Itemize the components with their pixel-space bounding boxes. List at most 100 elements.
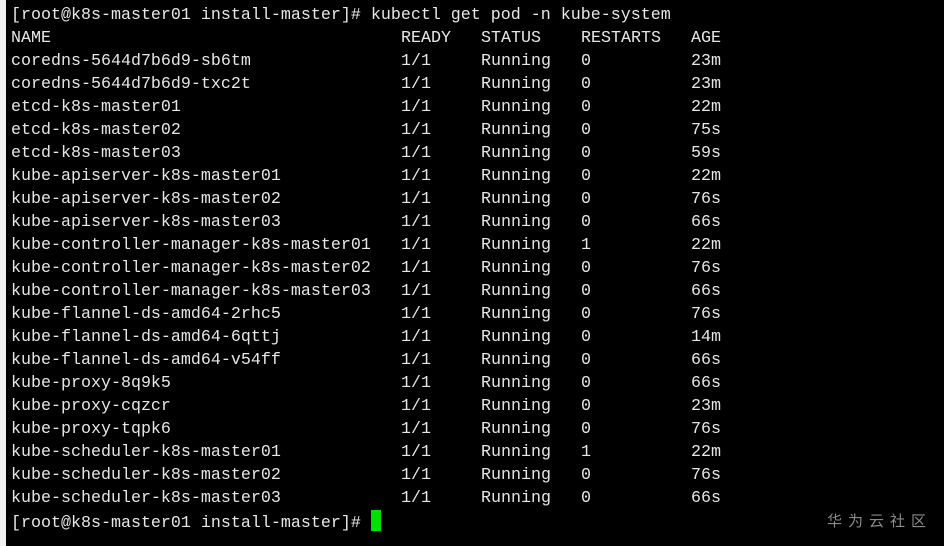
- ready-cell: 1/1: [401, 351, 431, 370]
- prompt-line[interactable]: [root@k8s-master01 install-master]#: [11, 510, 671, 533]
- window-edge: [0, 0, 6, 546]
- name-cell: etcd-k8s-master02: [11, 121, 181, 140]
- status-cell: Running: [481, 420, 551, 439]
- age-cell: AGE: [691, 29, 721, 48]
- restarts-cell: 0: [581, 144, 591, 163]
- restarts-cell: 0: [581, 52, 591, 71]
- ready-cell: 1/1: [401, 213, 431, 232]
- name-cell: kube-apiserver-k8s-master01: [11, 167, 281, 186]
- ready-cell: 1/1: [401, 75, 431, 94]
- restarts-cell: 0: [581, 121, 591, 140]
- restarts-cell: 0: [581, 259, 591, 278]
- table-header: NAME READY STATUS RESTARTS AGE: [11, 27, 721, 50]
- status-cell: Running: [481, 167, 551, 186]
- pod-row: coredns-5644d7b6d9-sb6tm 1/1 Running 0 23m: [11, 50, 721, 73]
- ready-cell: 1/1: [401, 420, 431, 439]
- pod-row: coredns-5644d7b6d9-txc2t 1/1 Running 0 23m: [11, 73, 721, 96]
- status-cell: Running: [481, 75, 551, 94]
- age-cell: 66s: [691, 489, 721, 508]
- ready-cell: 1/1: [401, 489, 431, 508]
- name-cell: kube-proxy-tqpk6: [11, 420, 171, 439]
- restarts-cell: 0: [581, 397, 591, 416]
- status-cell: Running: [481, 328, 551, 347]
- pod-row: kube-flannel-ds-amd64-v54ff 1/1 Running 0 66…: [11, 349, 721, 372]
- pod-row: kube-proxy-tqpk6 1/1 Running 0 76s: [11, 418, 721, 441]
- restarts-cell: 0: [581, 374, 591, 393]
- status-cell: Running: [481, 236, 551, 255]
- status-cell: Running: [481, 489, 551, 508]
- restarts-cell: 0: [581, 75, 591, 94]
- status-cell: Running: [481, 443, 551, 462]
- ready-cell: 1/1: [401, 167, 431, 186]
- prompt: [root@k8s-master01 install-master]#: [11, 514, 361, 533]
- pod-row: etcd-k8s-master01 1/1 Running 0 22m: [11, 96, 721, 119]
- age-cell: 66s: [691, 282, 721, 301]
- watermark: 华为云社区: [826, 512, 932, 530]
- restarts-cell: 0: [581, 466, 591, 485]
- age-cell: 59s: [691, 144, 721, 163]
- pod-row: kube-scheduler-k8s-master01 1/1 Running 1 22…: [11, 441, 721, 464]
- age-cell: 76s: [691, 259, 721, 278]
- pod-row: kube-flannel-ds-amd64-2rhc5 1/1 Running 0 76…: [11, 303, 721, 326]
- name-cell: kube-controller-manager-k8s-master01: [11, 236, 371, 255]
- name-cell: kube-scheduler-k8s-master02: [11, 466, 281, 485]
- status-cell: Running: [481, 397, 551, 416]
- restarts-cell: 0: [581, 305, 591, 324]
- restarts-cell: 0: [581, 190, 591, 209]
- age-cell: 75s: [691, 121, 721, 140]
- pod-row: etcd-k8s-master03 1/1 Running 0 59s: [11, 142, 721, 165]
- ready-cell: 1/1: [401, 397, 431, 416]
- restarts-cell: 0: [581, 420, 591, 439]
- status-cell: Running: [481, 213, 551, 232]
- age-cell: 22m: [691, 167, 721, 186]
- name-cell: coredns-5644d7b6d9-txc2t: [11, 75, 251, 94]
- name-cell: kube-apiserver-k8s-master02: [11, 190, 281, 209]
- ready-cell: READY: [401, 29, 451, 48]
- prompt: [root@k8s-master01 install-master]#: [11, 6, 361, 25]
- ready-cell: 1/1: [401, 236, 431, 255]
- pod-row: kube-apiserver-k8s-master01 1/1 Running 0 22…: [11, 165, 721, 188]
- pod-row: kube-controller-manager-k8s-master02 1/1 R…: [11, 257, 721, 280]
- name-cell: etcd-k8s-master01: [11, 98, 181, 117]
- status-cell: Running: [481, 259, 551, 278]
- ready-cell: 1/1: [401, 305, 431, 324]
- pod-row: kube-proxy-cqzcr 1/1 Running 0 23m: [11, 395, 721, 418]
- restarts-cell: 0: [581, 167, 591, 186]
- ready-cell: 1/1: [401, 466, 431, 485]
- pod-row: kube-scheduler-k8s-master02 1/1 Running 0 76…: [11, 464, 721, 487]
- name-cell: kube-proxy-8q9k5: [11, 374, 171, 393]
- age-cell: 22m: [691, 236, 721, 255]
- restarts-cell: RESTARTS: [581, 29, 661, 48]
- pod-row: kube-apiserver-k8s-master02 1/1 Running 0 76…: [11, 188, 721, 211]
- age-cell: 23m: [691, 75, 721, 94]
- status-cell: Running: [481, 374, 551, 393]
- age-cell: 23m: [691, 397, 721, 416]
- pod-row: kube-controller-manager-k8s-master01 1/1 R…: [11, 234, 721, 257]
- pod-row: etcd-k8s-master02 1/1 Running 0 75s: [11, 119, 721, 142]
- name-cell: kube-apiserver-k8s-master03: [11, 213, 281, 232]
- restarts-cell: 0: [581, 489, 591, 508]
- status-cell: Running: [481, 466, 551, 485]
- name-cell: kube-flannel-ds-amd64-v54ff: [11, 351, 281, 370]
- status-cell: Running: [481, 144, 551, 163]
- ready-cell: 1/1: [401, 98, 431, 117]
- age-cell: 66s: [691, 213, 721, 232]
- command: kubectl get pod -n kube-system: [370, 6, 671, 25]
- status-cell: Running: [481, 282, 551, 301]
- restarts-cell: 0: [581, 282, 591, 301]
- restarts-cell: 1: [581, 236, 591, 255]
- status-cell: Running: [481, 351, 551, 370]
- status-cell: STATUS: [481, 29, 541, 48]
- age-cell: 14m: [691, 328, 721, 347]
- pod-row: kube-apiserver-k8s-master03 1/1 Running 0 66…: [11, 211, 721, 234]
- name-cell: kube-proxy-cqzcr: [11, 397, 171, 416]
- terminal-output[interactable]: [root@k8s-master01 install-master]# kube…: [11, 4, 721, 533]
- ready-cell: 1/1: [401, 282, 431, 301]
- restarts-cell: 0: [581, 213, 591, 232]
- status-cell: Running: [481, 190, 551, 209]
- ready-cell: 1/1: [401, 121, 431, 140]
- status-cell: Running: [481, 305, 551, 324]
- name-cell: kube-controller-manager-k8s-master02: [11, 259, 371, 278]
- pod-row: kube-proxy-8q9k5 1/1 Running 0 66s: [11, 372, 721, 395]
- name-cell: etcd-k8s-master03: [11, 144, 181, 163]
